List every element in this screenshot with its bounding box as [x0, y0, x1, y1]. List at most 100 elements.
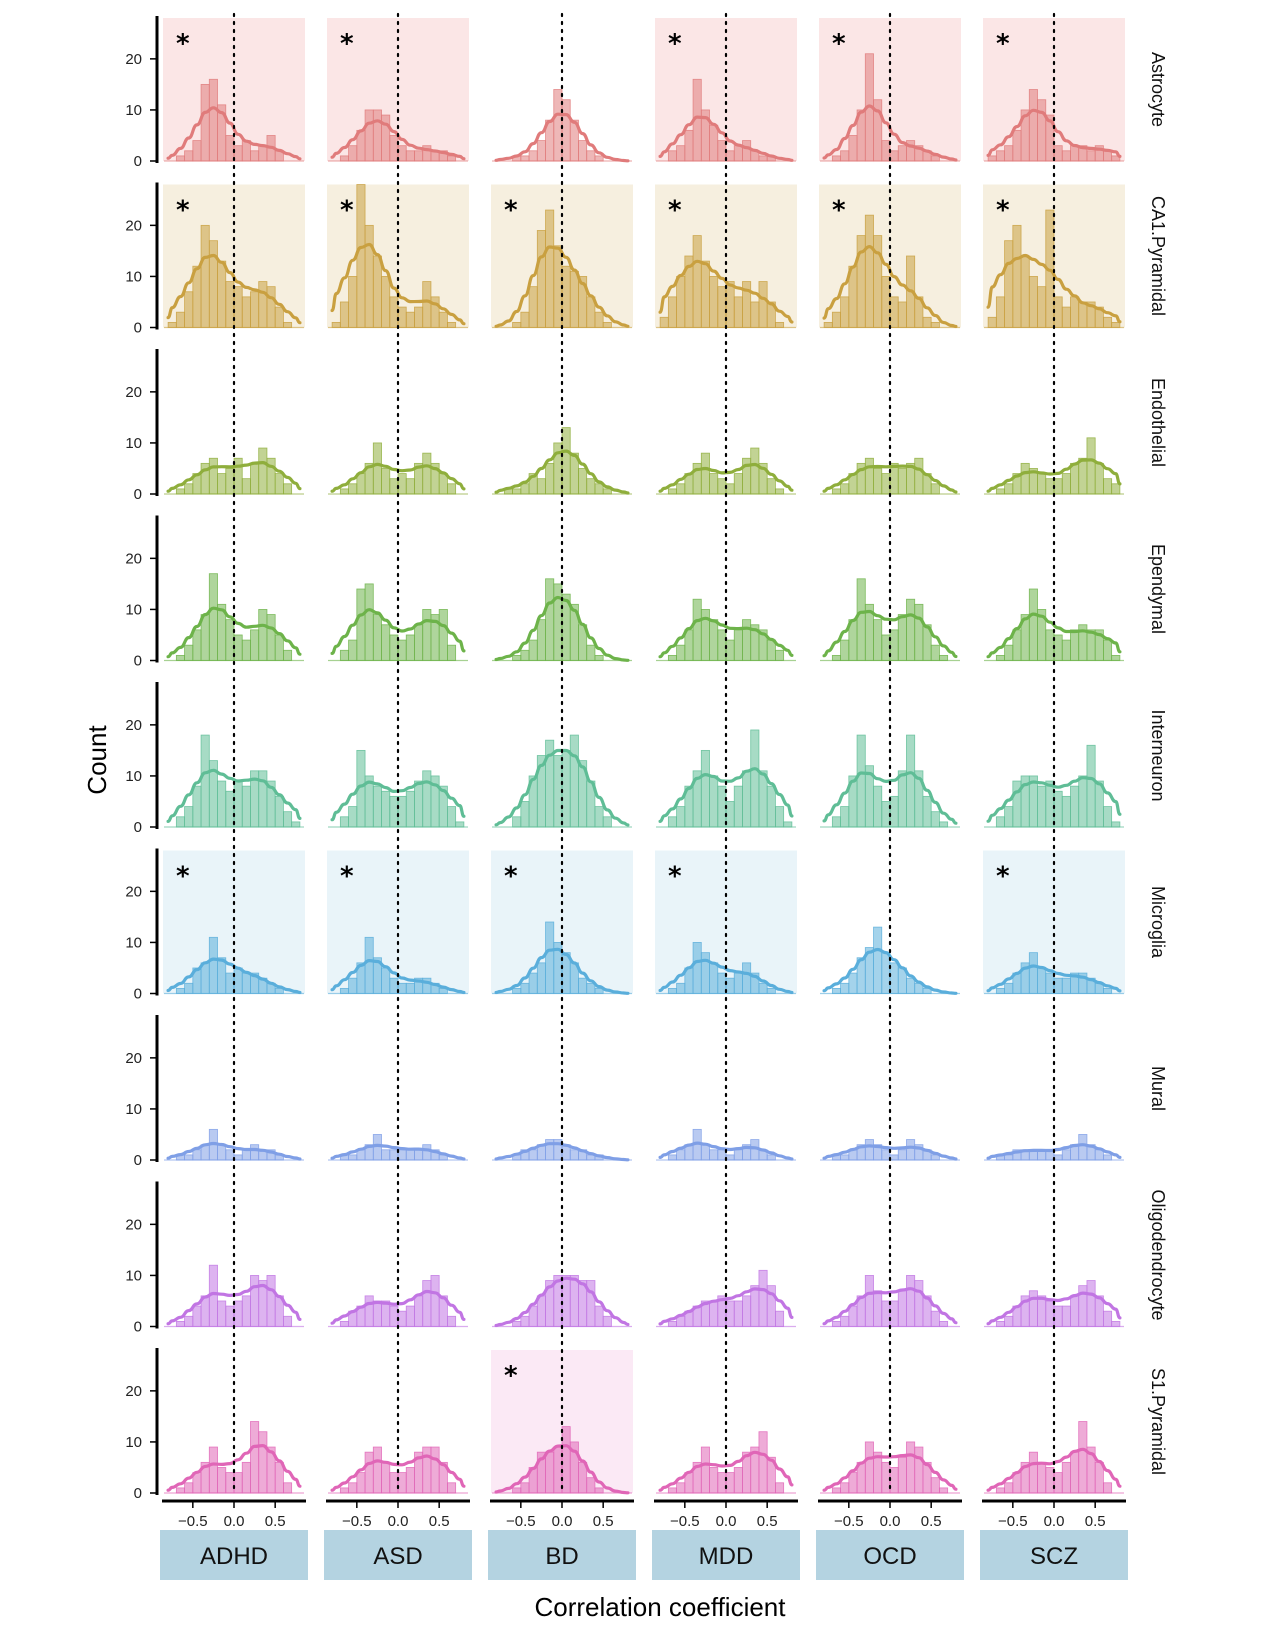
- histogram-bar: [184, 291, 194, 328]
- histogram-bar: [1045, 114, 1055, 162]
- histogram-bar: [725, 1154, 735, 1161]
- histogram-bar: [283, 649, 293, 661]
- histogram-bar: [274, 795, 284, 828]
- histogram-bar: [225, 135, 235, 162]
- histogram-bar: [372, 1446, 382, 1494]
- histogram-bar: [422, 281, 432, 328]
- histogram-bar: [528, 150, 538, 162]
- y-axis: 0 10 20: [125, 1348, 159, 1502]
- histogram-bar: [520, 155, 530, 162]
- histogram-bar: [553, 583, 563, 661]
- histogram-bar: [520, 483, 530, 495]
- histogram-bar: [372, 442, 382, 495]
- x-tick-label: −0.5: [178, 1513, 208, 1530]
- histogram-bar: [831, 1320, 841, 1327]
- histogram-bar: [725, 483, 735, 495]
- histogram-bar: [881, 634, 891, 661]
- x-tick-label: 0.5: [921, 1513, 942, 1530]
- column-facet-label: MDD: [652, 1530, 800, 1580]
- y-tick-label: 10: [125, 435, 142, 452]
- y-axis: 0 10 20: [125, 16, 159, 170]
- histogram-bar: [447, 806, 457, 828]
- histogram-bar: [1037, 286, 1047, 328]
- x-tick-label: 0.0: [716, 1513, 737, 1530]
- histogram-bar: [520, 1315, 530, 1327]
- histogram-bar: [389, 296, 399, 328]
- histogram-bar: [1070, 145, 1080, 162]
- significance-star: *: [340, 196, 354, 226]
- histogram-bar: [447, 155, 457, 162]
- histogram-bar: [709, 276, 719, 328]
- histogram-bar: [208, 936, 218, 994]
- histogram-bar: [348, 145, 358, 162]
- density-curve: [986, 1291, 1122, 1326]
- histogram-bar: [438, 311, 448, 328]
- significance-star: *: [996, 196, 1010, 226]
- histogram-bar: [414, 780, 424, 828]
- histogram-bar: [1053, 478, 1063, 495]
- column-label-box: [488, 1530, 636, 1580]
- row-facet-label: Microglia: [1148, 886, 1168, 959]
- histogram-bar: [447, 1482, 457, 1494]
- column-facet-label: ADHD: [160, 1530, 308, 1580]
- histogram-bar: [175, 1487, 185, 1494]
- histogram-bar: [1004, 1315, 1014, 1327]
- histogram-bar: [766, 785, 776, 828]
- histogram-bar: [1004, 1154, 1014, 1161]
- histogram-bar: [897, 301, 907, 328]
- histogram-bar: [167, 321, 177, 328]
- histogram-bar: [733, 1300, 743, 1327]
- histogram-bar: [250, 1421, 260, 1494]
- histogram-bar: [1045, 1467, 1055, 1494]
- facet-panel: [984, 1421, 1124, 1494]
- histogram-bar: [1012, 129, 1022, 162]
- histogram-bar: [1103, 1310, 1113, 1327]
- histogram-bar: [659, 316, 669, 328]
- histogram-bar: [766, 478, 776, 495]
- histogram-bar: [700, 749, 710, 828]
- histogram-bar: [381, 624, 391, 661]
- histogram-bar: [422, 1280, 432, 1327]
- histogram-bar: [840, 296, 850, 328]
- histogram-bar: [389, 1472, 399, 1494]
- column-facet-label: OCD: [816, 1530, 964, 1580]
- histogram-bar: [667, 654, 677, 661]
- histogram-bar: [430, 1446, 440, 1494]
- significance-star: *: [176, 862, 190, 892]
- significance-star: *: [340, 29, 354, 59]
- histogram-bar: [438, 609, 448, 661]
- histogram-bar: [1078, 775, 1088, 828]
- histogram-bar: [840, 639, 850, 661]
- histogram-bar: [339, 1487, 349, 1494]
- histogram-bar: [250, 629, 260, 661]
- histogram-bar: [831, 654, 841, 661]
- facet-panel: [820, 1139, 960, 1161]
- histogram-bar: [783, 821, 793, 828]
- facet-panel: *: [819, 18, 961, 162]
- histogram-bar: [692, 235, 702, 328]
- facet-panel: [328, 1446, 468, 1494]
- significance-star: *: [504, 1361, 518, 1391]
- histogram-bar: [831, 155, 841, 162]
- histogram-bar: [192, 785, 202, 828]
- histogram-bar: [208, 78, 218, 162]
- histogram-bar: [840, 982, 850, 994]
- y-tick-label: 20: [125, 1383, 142, 1400]
- histogram-bar: [987, 155, 997, 162]
- histogram-bar: [372, 255, 382, 328]
- x-tick-label: −0.5: [834, 1513, 864, 1530]
- histogram-bar: [1094, 462, 1104, 495]
- histogram-bar: [283, 321, 293, 328]
- histogram-bar: [225, 790, 235, 828]
- histogram-bar: [364, 1295, 374, 1327]
- histogram-bar: [725, 150, 735, 162]
- histogram-bar: [676, 982, 686, 994]
- density-curve: [822, 947, 958, 995]
- histogram-bar: [602, 488, 612, 495]
- histogram-bar: [274, 306, 284, 328]
- histogram-bar: [339, 987, 349, 994]
- histogram-bar: [217, 473, 227, 495]
- significance-star: *: [832, 29, 846, 59]
- histogram-bar: [339, 649, 349, 661]
- histogram-bar: [709, 473, 719, 495]
